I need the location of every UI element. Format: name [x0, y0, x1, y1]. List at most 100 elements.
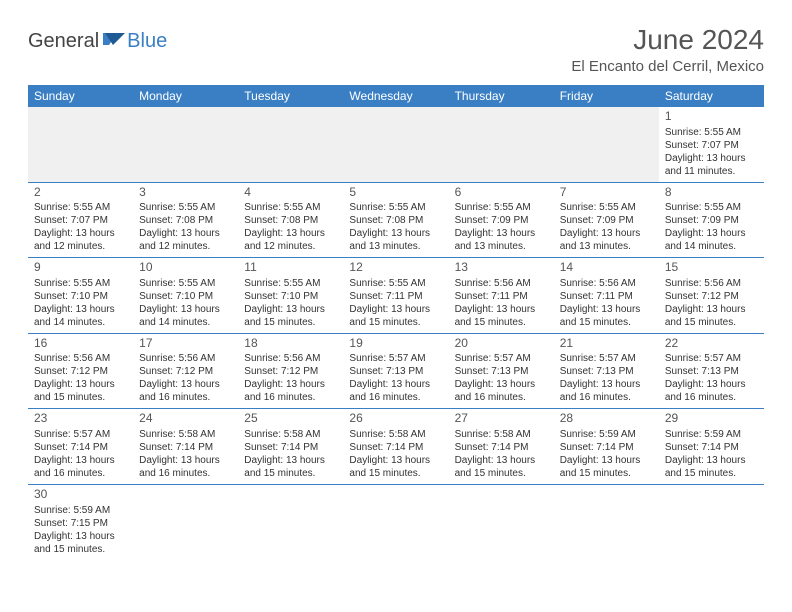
- sunset-line: Sunset: 7:14 PM: [455, 441, 548, 454]
- calendar-cell: 27Sunrise: 5:58 AMSunset: 7:14 PMDayligh…: [449, 409, 554, 485]
- calendar-cell: 12Sunrise: 5:55 AMSunset: 7:11 PMDayligh…: [343, 258, 448, 334]
- sunrise-line: Sunrise: 5:55 AM: [34, 201, 127, 214]
- day-number: 2: [34, 185, 127, 201]
- day-number: 5: [349, 185, 442, 201]
- calendar-cell: [449, 484, 554, 559]
- sunset-line: Sunset: 7:11 PM: [349, 290, 442, 303]
- sunset-line: Sunset: 7:07 PM: [34, 214, 127, 227]
- calendar-cell: 26Sunrise: 5:58 AMSunset: 7:14 PMDayligh…: [343, 409, 448, 485]
- daylight-line: Daylight: 13 hours and 15 minutes.: [665, 454, 758, 480]
- title-block: June 2024 El Encanto del Cerril, Mexico: [571, 24, 764, 75]
- sunset-line: Sunset: 7:12 PM: [244, 365, 337, 378]
- calendar-cell: [28, 107, 133, 182]
- calendar-row: 1Sunrise: 5:55 AMSunset: 7:07 PMDaylight…: [28, 107, 764, 182]
- sunset-line: Sunset: 7:13 PM: [455, 365, 548, 378]
- daylight-line: Daylight: 13 hours and 12 minutes.: [34, 227, 127, 253]
- day-number: 23: [34, 411, 127, 427]
- day-number: 17: [139, 336, 232, 352]
- day-number: 11: [244, 260, 337, 276]
- sunset-line: Sunset: 7:11 PM: [455, 290, 548, 303]
- daylight-line: Daylight: 13 hours and 15 minutes.: [560, 454, 653, 480]
- sunrise-line: Sunrise: 5:56 AM: [455, 277, 548, 290]
- sunset-line: Sunset: 7:08 PM: [139, 214, 232, 227]
- calendar-row: 16Sunrise: 5:56 AMSunset: 7:12 PMDayligh…: [28, 333, 764, 409]
- day-number: 28: [560, 411, 653, 427]
- weekday-header: Wednesday: [343, 85, 448, 107]
- logo-text-1: General: [28, 30, 99, 53]
- sunrise-line: Sunrise: 5:55 AM: [455, 201, 548, 214]
- sunset-line: Sunset: 7:14 PM: [244, 441, 337, 454]
- day-number: 9: [34, 260, 127, 276]
- calendar-cell: 29Sunrise: 5:59 AMSunset: 7:14 PMDayligh…: [659, 409, 764, 485]
- day-number: 30: [34, 487, 127, 503]
- sunrise-line: Sunrise: 5:57 AM: [455, 352, 548, 365]
- sunrise-line: Sunrise: 5:55 AM: [244, 201, 337, 214]
- calendar-cell: [238, 484, 343, 559]
- page-title: June 2024: [571, 24, 764, 56]
- calendar-cell: 24Sunrise: 5:58 AMSunset: 7:14 PMDayligh…: [133, 409, 238, 485]
- day-number: 18: [244, 336, 337, 352]
- calendar-cell: 16Sunrise: 5:56 AMSunset: 7:12 PMDayligh…: [28, 333, 133, 409]
- daylight-line: Daylight: 13 hours and 11 minutes.: [665, 152, 758, 178]
- calendar-cell: [554, 107, 659, 182]
- calendar-cell: 9Sunrise: 5:55 AMSunset: 7:10 PMDaylight…: [28, 258, 133, 334]
- calendar-cell: 28Sunrise: 5:59 AMSunset: 7:14 PMDayligh…: [554, 409, 659, 485]
- weekday-header: Saturday: [659, 85, 764, 107]
- sunset-line: Sunset: 7:12 PM: [34, 365, 127, 378]
- sunrise-line: Sunrise: 5:55 AM: [349, 277, 442, 290]
- sunrise-line: Sunrise: 5:57 AM: [665, 352, 758, 365]
- weekday-header: Monday: [133, 85, 238, 107]
- sunset-line: Sunset: 7:09 PM: [455, 214, 548, 227]
- sunset-line: Sunset: 7:13 PM: [560, 365, 653, 378]
- day-number: 6: [455, 185, 548, 201]
- calendar-row: 23Sunrise: 5:57 AMSunset: 7:14 PMDayligh…: [28, 409, 764, 485]
- sunset-line: Sunset: 7:14 PM: [349, 441, 442, 454]
- sunrise-line: Sunrise: 5:55 AM: [665, 126, 758, 139]
- calendar-cell: 14Sunrise: 5:56 AMSunset: 7:11 PMDayligh…: [554, 258, 659, 334]
- calendar-cell: 3Sunrise: 5:55 AMSunset: 7:08 PMDaylight…: [133, 182, 238, 258]
- calendar-cell: [449, 107, 554, 182]
- daylight-line: Daylight: 13 hours and 15 minutes.: [560, 303, 653, 329]
- day-number: 13: [455, 260, 548, 276]
- weekday-header: Tuesday: [238, 85, 343, 107]
- day-number: 3: [139, 185, 232, 201]
- sunrise-line: Sunrise: 5:58 AM: [244, 428, 337, 441]
- daylight-line: Daylight: 13 hours and 15 minutes.: [244, 454, 337, 480]
- daylight-line: Daylight: 13 hours and 15 minutes.: [455, 303, 548, 329]
- sunset-line: Sunset: 7:12 PM: [139, 365, 232, 378]
- calendar-cell: 11Sunrise: 5:55 AMSunset: 7:10 PMDayligh…: [238, 258, 343, 334]
- sunset-line: Sunset: 7:10 PM: [34, 290, 127, 303]
- sunset-line: Sunset: 7:14 PM: [560, 441, 653, 454]
- calendar-cell: 25Sunrise: 5:58 AMSunset: 7:14 PMDayligh…: [238, 409, 343, 485]
- calendar-row: 2Sunrise: 5:55 AMSunset: 7:07 PMDaylight…: [28, 182, 764, 258]
- calendar-cell: [133, 107, 238, 182]
- daylight-line: Daylight: 13 hours and 15 minutes.: [455, 454, 548, 480]
- sunrise-line: Sunrise: 5:55 AM: [560, 201, 653, 214]
- day-number: 22: [665, 336, 758, 352]
- sunrise-line: Sunrise: 5:55 AM: [349, 201, 442, 214]
- daylight-line: Daylight: 13 hours and 12 minutes.: [139, 227, 232, 253]
- sunrise-line: Sunrise: 5:57 AM: [34, 428, 127, 441]
- weekday-header: Sunday: [28, 85, 133, 107]
- calendar-cell: [554, 484, 659, 559]
- calendar-table: SundayMondayTuesdayWednesdayThursdayFrid…: [28, 85, 764, 560]
- day-number: 15: [665, 260, 758, 276]
- day-number: 7: [560, 185, 653, 201]
- daylight-line: Daylight: 13 hours and 14 minutes.: [139, 303, 232, 329]
- sunset-line: Sunset: 7:09 PM: [560, 214, 653, 227]
- calendar-cell: 15Sunrise: 5:56 AMSunset: 7:12 PMDayligh…: [659, 258, 764, 334]
- sunrise-line: Sunrise: 5:56 AM: [560, 277, 653, 290]
- day-number: 24: [139, 411, 232, 427]
- daylight-line: Daylight: 13 hours and 16 minutes.: [560, 378, 653, 404]
- day-number: 25: [244, 411, 337, 427]
- sunrise-line: Sunrise: 5:59 AM: [665, 428, 758, 441]
- sunrise-line: Sunrise: 5:55 AM: [244, 277, 337, 290]
- daylight-line: Daylight: 13 hours and 13 minutes.: [560, 227, 653, 253]
- sunrise-line: Sunrise: 5:58 AM: [139, 428, 232, 441]
- sunset-line: Sunset: 7:07 PM: [665, 139, 758, 152]
- header: General Blue June 2024 El Encanto del Ce…: [28, 24, 764, 75]
- day-number: 19: [349, 336, 442, 352]
- daylight-line: Daylight: 13 hours and 16 minutes.: [349, 378, 442, 404]
- calendar-cell: [659, 484, 764, 559]
- flag-icon: [103, 30, 125, 53]
